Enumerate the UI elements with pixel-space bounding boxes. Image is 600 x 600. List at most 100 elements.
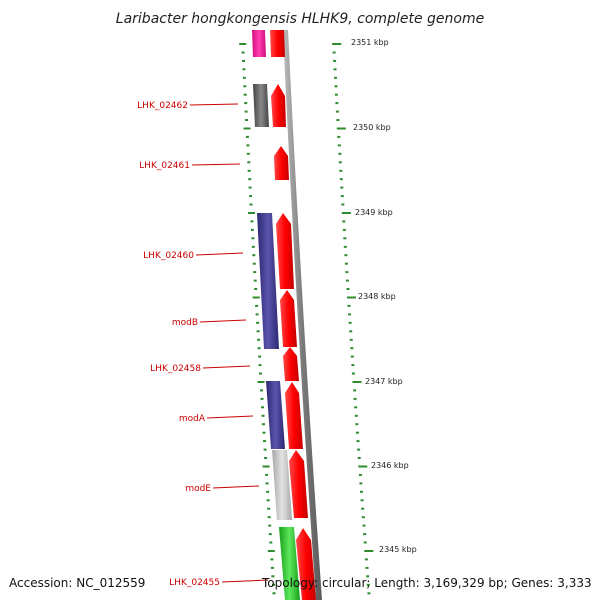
- scale-minor-tick: [361, 507, 365, 510]
- scale-minor-tick: [338, 161, 342, 164]
- scale-major-tick: [347, 296, 356, 299]
- gene-arrow-moda-fwd: [285, 382, 303, 449]
- scale-labels: 2351 kbp 2350 kbp 2349 kbp 2348 kbp 2347…: [351, 38, 417, 554]
- scale-minor-tick: [334, 93, 338, 96]
- gene-label: LHK_02458: [150, 364, 201, 374]
- scale-minor-tick: [347, 304, 351, 307]
- inner-minor-tick: [242, 76, 246, 79]
- inner-minor-tick: [267, 516, 271, 519]
- scale-minor-tick: [335, 102, 339, 105]
- inner-minor-tick: [262, 431, 266, 434]
- scale-minor-tick: [364, 558, 368, 561]
- inner-minor-tick: [253, 271, 257, 274]
- scale-minor-tick: [365, 566, 369, 569]
- scale-minor-tick: [355, 431, 359, 434]
- inner-minor-tick: [253, 279, 257, 282]
- inner-minor-tick: [257, 338, 261, 341]
- scale-minor-tick: [335, 110, 339, 113]
- inner-minor-tick: [256, 321, 260, 324]
- inner-minor-tick: [251, 237, 255, 240]
- inner-minor-tick: [254, 288, 258, 290]
- inner-minor-tick: [245, 119, 248, 121]
- inner-major-tick: [243, 127, 251, 130]
- inner-minor-tick: [259, 372, 262, 375]
- inner-major-tick: [257, 381, 265, 383]
- inner-minor-tick: [249, 195, 253, 198]
- inner-major-tick: [248, 212, 255, 214]
- scale-minor-tick: [354, 406, 358, 409]
- scale-minor-tick: [343, 237, 347, 240]
- scale-minor-tick: [363, 533, 367, 536]
- inner-major-tick: [267, 550, 275, 552]
- scale-label: 2349 kbp: [355, 208, 393, 217]
- scale-minor-tick: [346, 288, 350, 290]
- scale-minor-tick: [345, 279, 349, 282]
- scale-minor-tick: [349, 338, 353, 341]
- inner-minor-tick: [247, 169, 251, 172]
- inner-minor-tick: [248, 178, 252, 181]
- inner-minor-tick: [267, 507, 271, 510]
- inner-minor-tick: [258, 364, 262, 367]
- inner-minor-tick: [271, 575, 275, 578]
- gene-arrow-top: [270, 30, 285, 57]
- inner-minor-tick: [268, 533, 272, 536]
- inner-minor-tick: [263, 448, 267, 451]
- scale-minor-tick: [366, 583, 370, 586]
- scale-minor-tick: [353, 397, 357, 400]
- gene-label: LHK_02461: [139, 161, 190, 171]
- scale-minor-tick: [334, 85, 338, 88]
- scale-major-tick: [332, 43, 342, 45]
- gene-label: LHK_02460: [143, 251, 194, 261]
- inner-minor-tick: [250, 228, 254, 231]
- forward-strand-track: [270, 30, 316, 600]
- inner-minor-tick: [260, 389, 263, 392]
- gene-block-lhk-02462: [253, 84, 269, 127]
- inner-minor-tick: [249, 203, 253, 206]
- scale-minor-tick: [362, 524, 366, 527]
- scale-minor-tick: [353, 389, 357, 392]
- gene-label: modA: [179, 414, 206, 424]
- scale-minor-tick: [348, 321, 352, 324]
- scale-minor-tick: [340, 195, 344, 198]
- scale-major-tick: [364, 550, 374, 552]
- gene-label: LHK_02462: [137, 101, 188, 111]
- inner-minor-tick: [255, 313, 259, 316]
- scale-label: 2350 kbp: [353, 123, 391, 132]
- inner-minor-tick: [245, 135, 249, 138]
- scale-minor-tick: [345, 271, 349, 274]
- gene-arrow-lhk-02460: [276, 213, 294, 289]
- leader-line: [191, 163, 241, 166]
- scale-label: 2351 kbp: [351, 38, 389, 47]
- inner-major-tick: [239, 43, 247, 45]
- scale-minor-tick: [349, 330, 353, 333]
- scale-major-tick: [341, 212, 351, 214]
- gene-block-mode: [272, 450, 292, 520]
- scale-minor-tick: [336, 119, 340, 121]
- gene-arrow-lhk-02458: [283, 347, 299, 381]
- inner-minor-tick: [266, 490, 270, 493]
- gene-label: modE: [185, 484, 211, 494]
- inner-minor-tick: [243, 93, 247, 96]
- inner-minor-tick: [256, 330, 260, 333]
- scale-minor-tick: [360, 499, 364, 502]
- inner-minor-tick: [266, 499, 270, 502]
- scale-minor-tick: [342, 220, 346, 223]
- scale-minor-tick: [350, 347, 354, 350]
- inner-minor-tick: [250, 220, 254, 223]
- inner-minor-tick: [268, 524, 272, 527]
- scale-minor-tick: [339, 169, 343, 172]
- scale-label: 2348 kbp: [358, 292, 396, 301]
- inner-minor-tick: [252, 254, 256, 257]
- accession-text: Accession: NC_012559: [9, 576, 145, 590]
- scale-minor-tick: [359, 482, 363, 485]
- scale-label: 2347 kbp: [365, 377, 403, 386]
- inner-minor-tick: [265, 473, 269, 476]
- scale-minor-tick: [344, 262, 348, 265]
- scale-minor-tick: [363, 541, 367, 544]
- scale-minor-tick: [344, 254, 348, 257]
- leader-line: [199, 319, 247, 323]
- inner-minor-tick: [264, 457, 268, 459]
- leader-line: [195, 252, 244, 256]
- inner-minor-tick: [242, 59, 245, 62]
- inner-tick-marks: [239, 43, 276, 595]
